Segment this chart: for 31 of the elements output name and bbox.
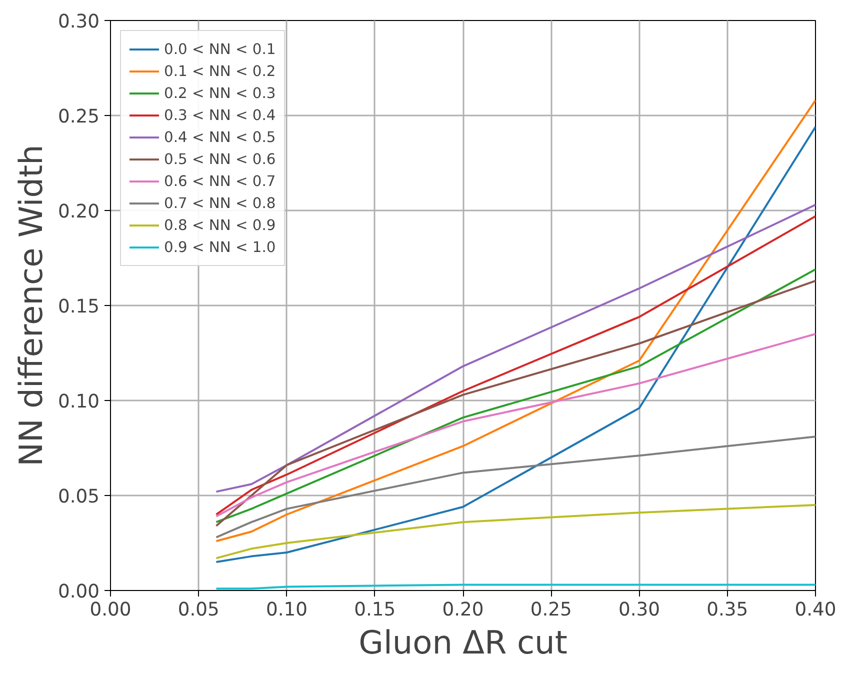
legend-label: 0.9 < NN < 1.0 (164, 238, 276, 256)
y-tick-label: 0.15 (58, 296, 100, 318)
legend-label: 0.1 < NN < 0.2 (164, 62, 276, 80)
x-tick-label: 0.30 (618, 600, 660, 620)
x-tick-label: 0.25 (530, 600, 572, 620)
y-tick-label: 0.25 (58, 106, 100, 128)
line-series (215, 333, 816, 518)
y-tick-label: 0.30 (58, 12, 100, 32)
y-tick-label: 0.00 (58, 582, 100, 602)
x-tick-label: 0.20 (442, 600, 484, 620)
legend-label: 0.3 < NN < 0.4 (164, 106, 276, 124)
x-tick-label: 0.05 (178, 600, 220, 620)
legend-label: 0.5 < NN < 0.6 (164, 150, 276, 168)
x-tick-label: 0.15 (354, 600, 396, 620)
y-tick-label: 0.20 (58, 202, 100, 222)
x-tick-label: 0.35 (706, 600, 748, 620)
legend-label: 0.0 < NN < 0.1 (164, 40, 276, 58)
legend-label: 0.6 < NN < 0.7 (164, 172, 276, 190)
legend-label: 0.8 < NN < 0.9 (164, 216, 276, 234)
x-axis-title: Gluon ΔR cut (358, 624, 568, 662)
line-series (215, 436, 816, 538)
legend-label: 0.4 < NN < 0.5 (164, 128, 276, 146)
x-tick-label: 0.00 (90, 600, 132, 620)
y-axis-title: NN difference Width (12, 144, 50, 466)
y-tick-label: 0.10 (58, 392, 100, 412)
y-tick-label: 0.05 (58, 486, 100, 508)
x-tick-label: 0.10 (266, 600, 308, 620)
x-tick-label: 0.40 (794, 600, 836, 620)
legend-label: 0.7 < NN < 0.8 (164, 194, 276, 212)
legend-label: 0.2 < NN < 0.3 (164, 84, 276, 102)
line-series (215, 504, 816, 560)
